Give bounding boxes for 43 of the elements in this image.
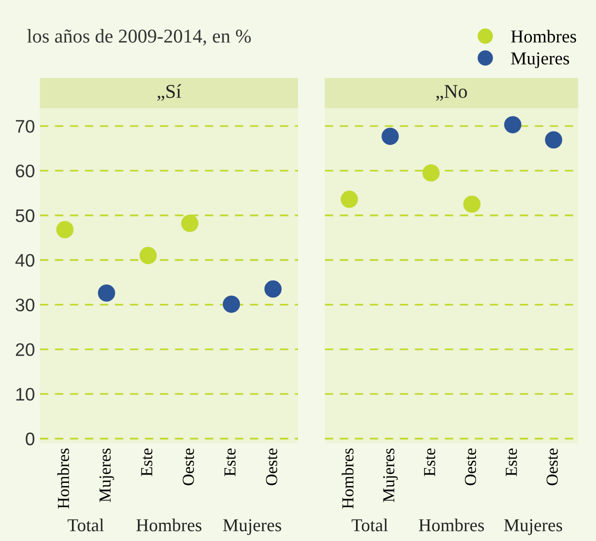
point [544,131,562,149]
point [222,296,240,313]
text: Mujeres [223,519,282,535]
x-tick-label: Hombres [57,448,70,509]
legend-label: Hombres [511,30,576,43]
x-tick-label: Este [224,448,236,476]
point [422,164,440,182]
y-tick-label: 70 [16,120,34,133]
y-tick-label: 20 [16,343,34,356]
y-tick-label: 0 [26,432,34,446]
y-tick-label: 10 [16,388,34,401]
x-tick-label: Hombres [342,448,354,509]
x-tick-label: Oeste [182,448,194,486]
point [140,246,157,264]
point [264,280,282,298]
point [504,116,522,134]
chart-title: „Sí [157,84,182,101]
point [382,128,399,145]
x-tick-label: Oeste [546,448,558,486]
y-tick-label: 40 [15,254,34,267]
y-tick-label: 60 [16,164,34,178]
x-tick-label: Oeste [464,448,476,486]
point [98,284,116,302]
point [181,214,198,232]
text: Hombres [136,518,202,532]
y-tick-label: 50 [16,209,34,222]
x-tick-label: Este [506,448,517,476]
point [340,190,358,208]
text: Hombres [418,518,484,532]
x-tick-label: Mujeres [100,448,114,502]
y-tick-label: 30 [16,298,34,312]
legend-label: Mujeres [511,52,570,68]
text: Mujeres [504,519,562,535]
x-tick-label: Este [141,448,152,476]
chart-title: „No [436,85,467,101]
x-tick-label: Mujeres [383,448,398,502]
point [56,221,74,238]
point [463,196,481,213]
x-tick-label: Este [424,448,436,476]
text: Total [352,518,388,532]
chart-subtitle: los años de 2009-2014, en % [27,29,251,46]
x-tick-label: Oeste [266,448,278,486]
text: Total [68,518,104,532]
